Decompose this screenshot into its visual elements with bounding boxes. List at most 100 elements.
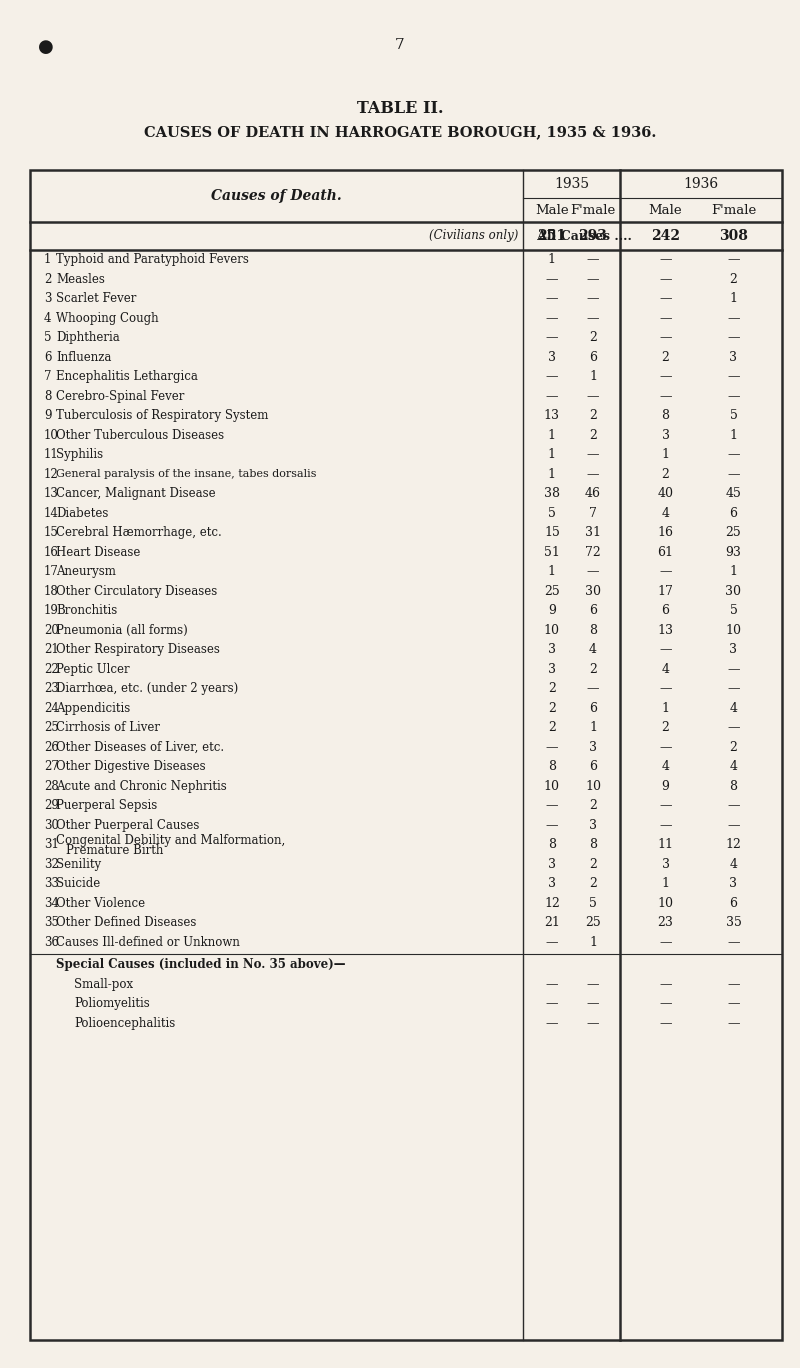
- Text: Influenza: Influenza: [56, 350, 111, 364]
- Text: 30: 30: [726, 584, 742, 598]
- Text: —: —: [727, 997, 740, 1010]
- Text: 1: 1: [548, 253, 556, 267]
- Text: 14: 14: [44, 506, 59, 520]
- Text: 293: 293: [578, 228, 607, 244]
- Text: —: —: [727, 819, 740, 832]
- Text: —: —: [659, 643, 672, 657]
- Text: Other Puerperal Causes: Other Puerperal Causes: [56, 819, 199, 832]
- Text: F'male: F'male: [570, 204, 615, 216]
- Text: 4: 4: [730, 858, 738, 871]
- Text: 19: 19: [44, 605, 59, 617]
- Text: 8: 8: [589, 839, 597, 851]
- Text: Other Tuberculous Diseases: Other Tuberculous Diseases: [56, 428, 224, 442]
- Text: 2: 2: [548, 702, 556, 714]
- Text: 51: 51: [544, 546, 560, 558]
- Text: 10: 10: [44, 428, 59, 442]
- Text: 32: 32: [44, 858, 59, 871]
- Text: 15: 15: [44, 527, 59, 539]
- Text: Syphilis: Syphilis: [56, 449, 103, 461]
- Text: Senility: Senility: [56, 858, 101, 871]
- Text: —: —: [727, 253, 740, 267]
- Text: 3: 3: [730, 643, 738, 657]
- Text: —: —: [727, 371, 740, 383]
- Text: Aneurysm: Aneurysm: [56, 565, 116, 579]
- Text: 1: 1: [730, 565, 738, 579]
- Text: —: —: [546, 312, 558, 324]
- Text: Diphtheria: Diphtheria: [56, 331, 120, 345]
- Text: —: —: [586, 449, 599, 461]
- Text: —: —: [659, 371, 672, 383]
- Text: —: —: [546, 799, 558, 813]
- Text: 61: 61: [658, 546, 674, 558]
- Text: Encephalitis Lethargica: Encephalitis Lethargica: [56, 371, 198, 383]
- Text: —: —: [586, 293, 599, 305]
- Text: 2: 2: [730, 740, 738, 754]
- Text: 12: 12: [726, 839, 742, 851]
- Text: Congenital Debility and Malformation,: Congenital Debility and Malformation,: [56, 834, 286, 847]
- Text: 31: 31: [44, 839, 59, 851]
- Text: 4: 4: [730, 702, 738, 714]
- Text: —: —: [546, 293, 558, 305]
- Text: 6: 6: [44, 350, 51, 364]
- Text: 9: 9: [44, 409, 51, 423]
- Text: —: —: [586, 1016, 599, 1030]
- Text: —: —: [586, 468, 599, 480]
- Text: 3: 3: [730, 877, 738, 891]
- Text: Acute and Chronic Nephritis: Acute and Chronic Nephritis: [56, 780, 226, 792]
- Text: 9: 9: [548, 605, 556, 617]
- Text: 5: 5: [589, 897, 597, 910]
- Text: 21: 21: [44, 643, 58, 657]
- Text: —: —: [586, 312, 599, 324]
- Text: Small-pox: Small-pox: [74, 978, 133, 990]
- Text: —: —: [546, 936, 558, 949]
- Text: 7: 7: [589, 506, 597, 520]
- Text: 8: 8: [548, 761, 556, 773]
- Text: 1: 1: [730, 293, 738, 305]
- Text: 6: 6: [589, 605, 597, 617]
- Text: 6: 6: [730, 506, 738, 520]
- Text: 17: 17: [44, 565, 59, 579]
- Text: 3: 3: [548, 662, 556, 676]
- Text: 7: 7: [44, 371, 51, 383]
- Text: 10: 10: [658, 897, 674, 910]
- Text: 8: 8: [662, 409, 670, 423]
- Text: 1: 1: [548, 565, 556, 579]
- Text: Typhoid and Paratyphoid Fevers: Typhoid and Paratyphoid Fevers: [56, 253, 249, 267]
- Text: —: —: [546, 997, 558, 1010]
- Text: 6: 6: [589, 702, 597, 714]
- Text: 8: 8: [589, 624, 597, 636]
- Text: —: —: [727, 662, 740, 676]
- Text: 11: 11: [44, 449, 58, 461]
- Text: —: —: [546, 740, 558, 754]
- Text: (Civilians only): (Civilians only): [429, 230, 518, 242]
- Text: 7: 7: [395, 38, 405, 52]
- Text: —: —: [659, 272, 672, 286]
- Text: 8: 8: [730, 780, 738, 792]
- Text: —: —: [659, 253, 672, 267]
- Text: Scarlet Fever: Scarlet Fever: [56, 293, 136, 305]
- Text: —: —: [586, 683, 599, 695]
- Text: —: —: [586, 997, 599, 1010]
- Text: —: —: [659, 997, 672, 1010]
- Text: 27: 27: [44, 761, 59, 773]
- Text: —: —: [659, 565, 672, 579]
- Text: —: —: [659, 331, 672, 345]
- Text: 1: 1: [548, 428, 556, 442]
- Text: 4: 4: [589, 643, 597, 657]
- Text: Cirrhosis of Liver: Cirrhosis of Liver: [56, 721, 160, 735]
- Text: —: —: [659, 293, 672, 305]
- Text: 1: 1: [548, 449, 556, 461]
- Text: 15: 15: [544, 527, 560, 539]
- Text: Polioencephalitis: Polioencephalitis: [74, 1016, 175, 1030]
- Text: Puerperal Sepsis: Puerperal Sepsis: [56, 799, 158, 813]
- Text: 1: 1: [662, 449, 670, 461]
- Text: 1: 1: [589, 721, 597, 735]
- Text: 2: 2: [589, 799, 597, 813]
- Text: —: —: [546, 390, 558, 402]
- Text: ●: ●: [38, 38, 54, 56]
- Text: 3: 3: [548, 877, 556, 891]
- Text: —: —: [586, 978, 599, 990]
- Text: 12: 12: [44, 468, 58, 480]
- Text: Suicide: Suicide: [56, 877, 100, 891]
- Text: Peptic Ulcer: Peptic Ulcer: [56, 662, 130, 676]
